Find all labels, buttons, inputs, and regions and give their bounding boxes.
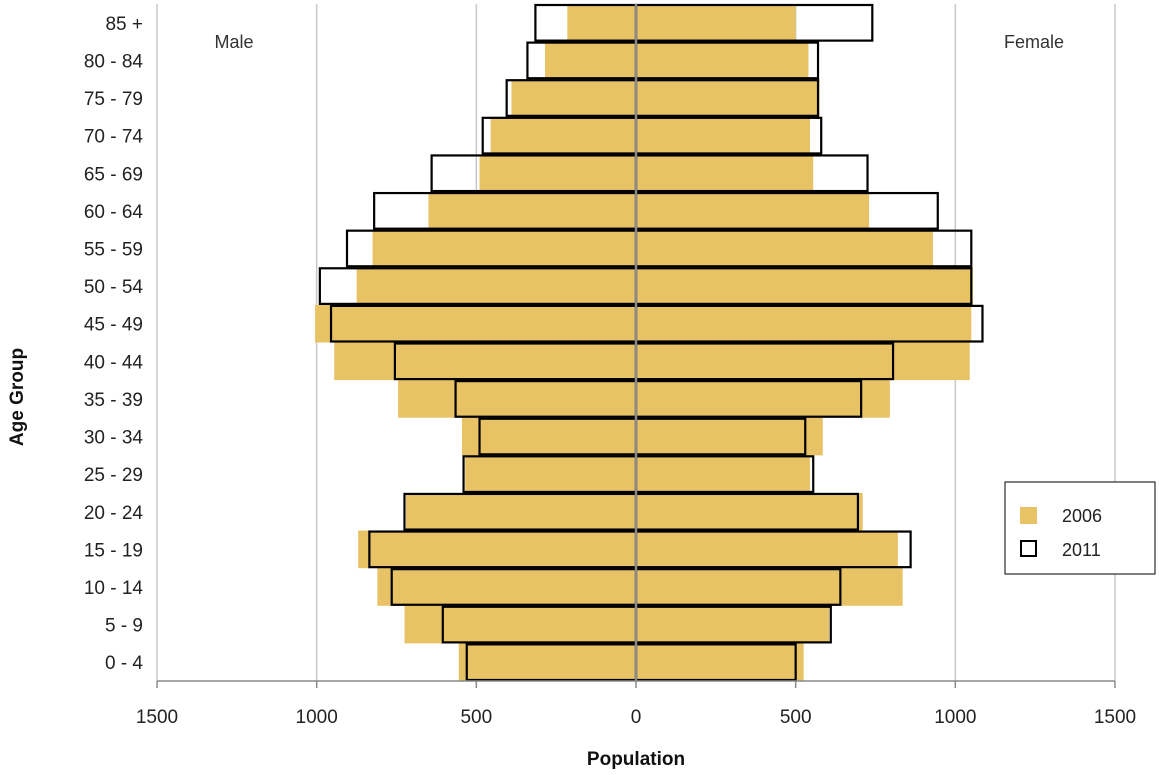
age-group-label-14: 70 - 74: [84, 127, 144, 148]
bar-2006-male-8: [334, 342, 636, 381]
bar-2006-female-1: [636, 605, 830, 644]
x-tick-label-0: 1500: [136, 707, 178, 728]
bar-2006-male-14: [490, 116, 636, 155]
age-group-label-2: 10 - 14: [84, 578, 144, 599]
age-group-label-11: 55 - 59: [84, 239, 143, 260]
bar-2006-male-9: [315, 304, 636, 343]
bar-2006-female-0: [636, 643, 804, 681]
age-group-label-5: 25 - 29: [84, 465, 143, 486]
bar-2006-male-0: [458, 643, 636, 681]
bar-2006-female-15: [636, 79, 820, 117]
bar-2006-male-2: [377, 568, 636, 606]
age-group-label-12: 60 - 64: [84, 202, 144, 223]
x-tick-label-3: 0: [631, 707, 642, 728]
bar-2006-female-3: [636, 530, 898, 569]
bar-2006-female-16: [636, 41, 809, 80]
age-group-labels: 0 - 4 5 - 9 10 - 14 15 - 19 20 - 24 25 - 29 30…: [84, 14, 144, 674]
legend-label-2006: 2006: [1062, 506, 1102, 526]
bar-2006-male-16: [544, 41, 636, 80]
age-group-label-16: 80 - 84: [84, 51, 144, 72]
male-side-label: Male: [214, 32, 253, 52]
bar-2006-female-9: [636, 304, 972, 343]
age-group-label-10: 50 - 54: [84, 277, 144, 298]
bar-2006-female-12: [636, 192, 870, 230]
bar-2006-female-17: [636, 4, 796, 42]
age-group-label-8: 40 - 44: [84, 352, 144, 373]
legend: 2006 2011: [1004, 481, 1156, 575]
age-group-label-4: 20 - 24: [84, 503, 144, 524]
bar-2006-female-8: [636, 342, 970, 381]
age-group-label-9: 45 - 49: [84, 315, 143, 336]
age-group-label-3: 15 - 19: [84, 540, 143, 561]
x-tick-labels: 1500 1000 500 0 500 1000 1500: [136, 707, 1136, 728]
x-tick-label-6: 1500: [1094, 707, 1136, 728]
x-axis-title: Population: [587, 749, 685, 770]
legend-swatch-2006: [1020, 507, 1037, 524]
bar-2006-female-14: [636, 116, 811, 155]
age-group-label-7: 35 - 39: [84, 390, 143, 411]
bar-2006-male-12: [428, 192, 636, 230]
bar-2006-female-11: [636, 229, 933, 268]
bar-2006-male-17: [567, 4, 636, 42]
bar-2006-female-13: [636, 154, 814, 193]
age-group-label-0: 0 - 4: [105, 653, 143, 674]
bar-2006-male-11: [372, 229, 636, 268]
bar-2006-male-3: [358, 530, 636, 569]
bar-2006-male-10: [356, 267, 636, 305]
bar-2006-female-2: [636, 568, 903, 606]
bar-2006-female-5: [636, 455, 811, 493]
age-group-label-17: 85 +: [105, 14, 143, 35]
age-group-label-6: 30 - 34: [84, 428, 144, 449]
bar-2006-female-4: [636, 492, 863, 531]
y-axis-title: Age Group: [7, 348, 28, 446]
x-tick-label-1: 1000: [296, 707, 338, 728]
bar-2006-male-1: [404, 605, 636, 644]
x-tick-label-2: 500: [460, 707, 492, 728]
bar-2006-male-15: [511, 79, 636, 117]
bar-2006-male-4: [406, 492, 636, 531]
bar-2006-male-6: [461, 417, 636, 456]
age-group-label-1: 5 - 9: [105, 616, 143, 637]
legend-swatch-2011: [1020, 540, 1037, 557]
axis-layer: [156, 4, 1116, 688]
bar-2006-male-13: [479, 154, 636, 193]
bar-2006-male-5: [465, 455, 636, 493]
female-side-label: Female: [1004, 32, 1064, 52]
age-group-label-13: 65 - 69: [84, 164, 143, 185]
x-tick-label-5: 1000: [934, 707, 976, 728]
legend-label-2011: 2011: [1062, 540, 1101, 560]
legend-box: [1004, 481, 1156, 575]
bar-2006-female-10: [636, 267, 973, 305]
x-tick-label-4: 500: [780, 707, 812, 728]
bar-2006-female-6: [636, 417, 823, 456]
bar-2006-female-7: [636, 380, 890, 418]
age-group-label-15: 75 - 79: [84, 89, 143, 110]
bar-2006-male-7: [398, 380, 636, 418]
